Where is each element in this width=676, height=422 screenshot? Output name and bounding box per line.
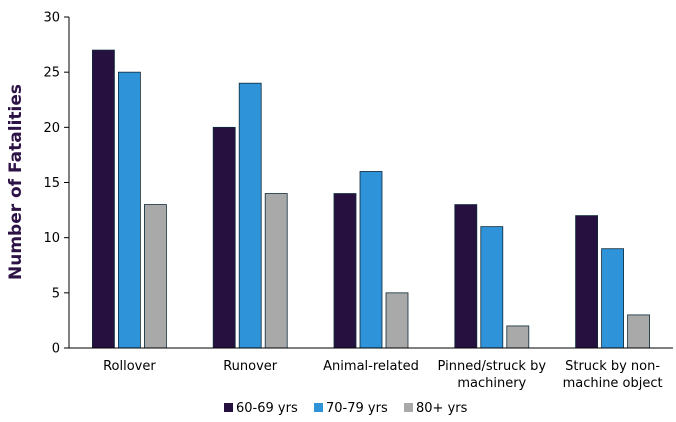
legend-swatch: [314, 403, 323, 412]
bar-70-79-yrs-1: [238, 82, 262, 349]
x-category-label: Runover: [223, 359, 278, 374]
bars: [92, 49, 650, 349]
x-category-label-line: Runover: [223, 359, 278, 374]
legend-swatch: [224, 403, 233, 412]
y-tick-label: 25: [43, 66, 60, 81]
bar-60-69-yrs-1: [212, 126, 236, 349]
x-category-label-line: Pinned/struck by: [438, 359, 547, 374]
bar-60-69-yrs-3: [454, 204, 478, 349]
y-axis-label: Number of Fatalities: [6, 84, 26, 280]
y-tick-label: 20: [43, 121, 60, 136]
x-category-label-line: machinery: [457, 376, 526, 391]
x-category-label: Pinned/struck by machinery: [438, 359, 547, 391]
bar-60-69-yrs-2: [333, 193, 357, 349]
x-category-label: Struck by non-machine object: [563, 359, 663, 391]
x-category-label-line: Rollover: [103, 359, 156, 374]
y-tick-label: 0: [52, 342, 60, 357]
bar-70-79-yrs-0: [118, 71, 141, 349]
y-axis: 0 5 10 15 20 25 30: [43, 11, 70, 357]
y-tick-label: 30: [43, 11, 60, 26]
bar-80-yrs-4: [627, 314, 650, 349]
x-category-label: Rollover: [103, 359, 156, 374]
x-category-label-line: machine object: [563, 376, 663, 391]
bar-70-79-yrs-3: [480, 226, 504, 349]
legend-label: 60-69 yrs: [236, 401, 298, 416]
bar-60-69-yrs-0: [92, 49, 115, 349]
bar-80-yrs-3: [506, 325, 530, 349]
legend-label: 70-79 yrs: [326, 401, 388, 416]
x-category-label-line: Struck by non-: [565, 359, 660, 374]
bar-70-79-yrs-4: [601, 248, 624, 349]
x-category-label-line: Animal-related: [323, 359, 419, 374]
bar-70-79-yrs-2: [359, 171, 383, 349]
x-axis: Rollover Runover Animal-related Pinned/stru…: [69, 347, 673, 391]
y-tick-label: 10: [43, 231, 60, 246]
legend: 60-69 yrs 70-79 yrs 80+ yrs: [224, 401, 468, 416]
bar-80-yrs-0: [143, 204, 167, 349]
y-tick-label: 5: [52, 286, 60, 301]
legend-label: 80+ yrs: [416, 401, 468, 416]
x-category-label: Animal-related: [323, 359, 419, 374]
bar-60-69-yrs-4: [575, 215, 598, 349]
legend-swatch: [404, 403, 413, 412]
bar-80-yrs-1: [264, 193, 288, 349]
bar-80-yrs-2: [385, 292, 409, 349]
y-tick-label: 15: [43, 176, 60, 191]
